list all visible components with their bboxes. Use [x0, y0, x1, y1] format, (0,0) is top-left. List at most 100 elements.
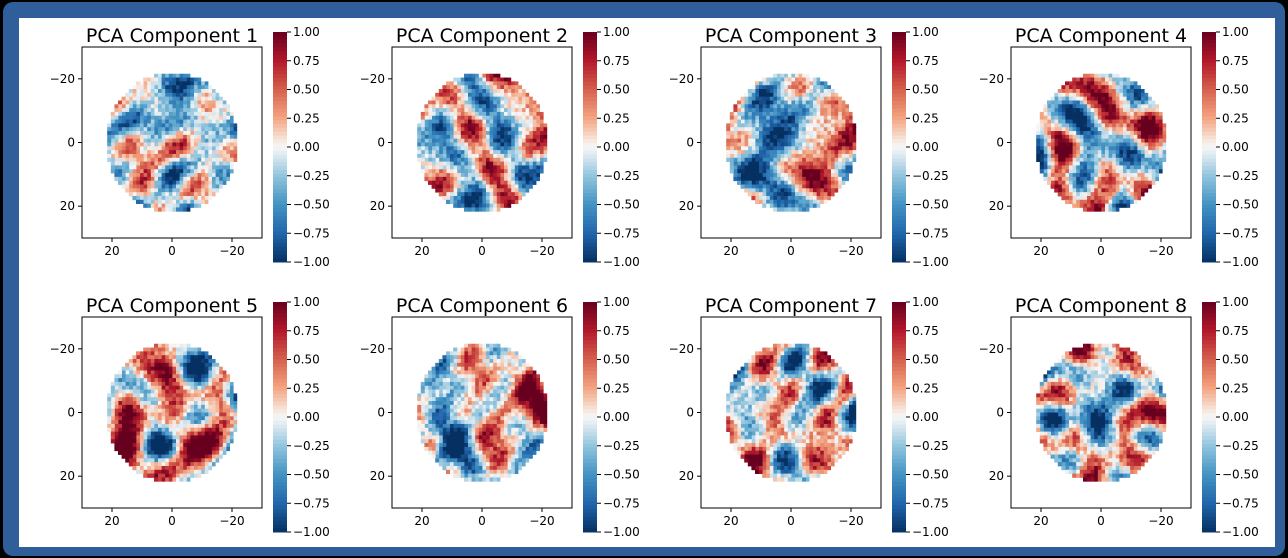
heatmap-cell — [136, 111, 140, 117]
heatmap-cell — [1133, 173, 1138, 178]
heatmap-cell — [845, 173, 849, 178]
heatmap-cell — [175, 207, 180, 212]
heatmap-cell — [765, 199, 770, 205]
heatmap-cell — [726, 134, 731, 140]
y-tick-label: 20 — [679, 199, 694, 213]
heatmap-cell — [794, 81, 799, 86]
heatmap-cell — [514, 123, 519, 128]
heatmap-cell — [1104, 111, 1109, 117]
heatmap-cell — [492, 92, 497, 98]
heatmap-cell — [1079, 96, 1084, 101]
heatmap-cell — [737, 100, 741, 105]
heatmap-cell — [449, 81, 454, 86]
heatmap-cell — [740, 115, 745, 120]
heatmap-cell — [1122, 92, 1127, 98]
heatmap-cell — [1126, 161, 1131, 166]
heatmap-cell — [474, 89, 479, 94]
heatmap-cell — [218, 142, 223, 147]
heatmap-cell — [204, 176, 209, 182]
heatmap-cell — [233, 131, 238, 136]
heatmap-cell — [1097, 150, 1102, 155]
heatmap-cell — [200, 92, 205, 98]
colorbar-segment — [583, 223, 597, 228]
colorbar-tick-label: 1.00 — [1222, 25, 1249, 39]
heatmap-cell — [482, 161, 486, 166]
heatmap-cell — [139, 150, 144, 155]
heatmap-cell — [837, 180, 842, 185]
heatmap-cell — [446, 173, 450, 178]
heatmap-cell — [428, 157, 432, 162]
heatmap-cell — [492, 146, 497, 151]
heatmap-cell — [179, 81, 184, 86]
heatmap-cell — [776, 184, 781, 189]
heatmap-cell — [845, 142, 849, 147]
heatmap-cell — [500, 108, 504, 113]
heatmap-cell — [482, 199, 486, 205]
heatmap-cell — [1126, 199, 1131, 205]
heatmap-cell — [190, 397, 194, 402]
heatmap-cell — [132, 366, 137, 371]
heatmap-cell — [758, 173, 763, 178]
colorbar-segment — [892, 150, 906, 156]
heatmap-cell — [1083, 138, 1087, 143]
heatmap-cell — [154, 169, 158, 174]
heatmap-cell — [218, 176, 223, 182]
heatmap-cell — [507, 142, 512, 147]
heatmap-cell — [1061, 108, 1066, 113]
heatmap-cell — [446, 146, 450, 151]
heatmap-cell — [827, 119, 831, 124]
heatmap-cell — [503, 195, 508, 201]
heatmap-cell — [482, 100, 486, 105]
heatmap-cell — [438, 161, 443, 166]
heatmap-cell — [1119, 188, 1123, 193]
heatmap-cell — [733, 111, 738, 117]
heatmap-cell — [200, 131, 205, 136]
heatmap-cell — [132, 381, 137, 387]
heatmap-cell — [193, 169, 198, 174]
heatmap-cell — [791, 199, 795, 205]
heatmap-cell — [518, 134, 522, 140]
heatmap-cell — [424, 134, 429, 140]
heatmap-cell — [1054, 92, 1059, 98]
heatmap-cell — [845, 165, 849, 170]
heatmap-cell — [175, 173, 180, 178]
heatmap-cell — [528, 161, 533, 166]
heatmap-cell — [456, 104, 461, 109]
heatmap-cell — [536, 173, 540, 178]
heatmap-cell — [161, 96, 166, 101]
heatmap-cell — [798, 165, 803, 170]
heatmap-cell — [182, 347, 187, 352]
heatmap-cell — [121, 127, 126, 132]
heatmap-cell — [1072, 85, 1077, 90]
heatmap-cell — [1054, 100, 1059, 105]
heatmap-cell — [471, 203, 476, 208]
heatmap-cell — [765, 184, 770, 189]
heatmap-cell — [801, 77, 806, 82]
heatmap-cell — [1072, 195, 1077, 201]
heatmap-cell — [812, 161, 817, 166]
heatmap-cell — [1079, 111, 1084, 117]
heatmap-cell — [154, 77, 158, 82]
heatmap-cell — [489, 134, 494, 140]
heatmap-cell — [215, 385, 220, 390]
heatmap-cell — [157, 355, 162, 360]
heatmap-cell — [780, 96, 785, 101]
heatmap-cell — [190, 378, 194, 383]
heatmap-cell — [150, 374, 155, 379]
heatmap-cell — [1061, 165, 1066, 170]
heatmap-cell — [128, 89, 133, 94]
heatmap-cell — [1133, 111, 1138, 117]
heatmap-cell — [1047, 180, 1051, 185]
heatmap-cell — [208, 138, 212, 143]
heatmap-cell — [1097, 92, 1102, 98]
heatmap-cell — [222, 378, 227, 383]
heatmap-cell — [128, 131, 133, 136]
heatmap-cell — [514, 150, 519, 155]
heatmap-cell — [805, 138, 810, 143]
heatmap-cell — [460, 134, 465, 140]
heatmap-cell — [1050, 100, 1055, 105]
heatmap-cell — [769, 131, 774, 136]
heatmap-cell — [204, 104, 209, 109]
heatmap-cell — [737, 150, 741, 155]
heatmap-cell — [197, 96, 202, 101]
